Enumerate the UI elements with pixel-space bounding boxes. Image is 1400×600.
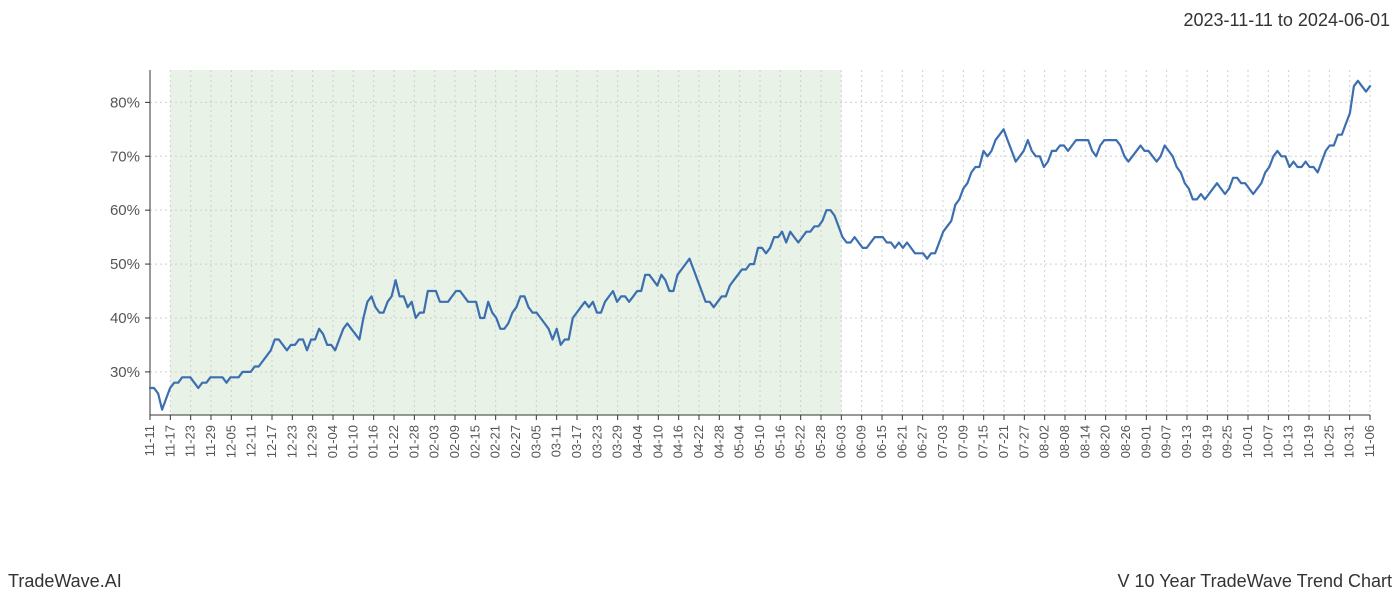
x-tick-label: 12-05 (223, 425, 238, 458)
x-tick-label: 03-29 (610, 425, 625, 458)
x-tick-label: 10-19 (1301, 425, 1316, 458)
x-tick-label: 09-01 (1138, 425, 1153, 458)
x-tick-label: 12-29 (305, 425, 320, 458)
x-tick-label: 08-08 (1057, 425, 1072, 458)
x-tick-label: 06-09 (854, 425, 869, 458)
x-tick-label: 09-13 (1179, 425, 1194, 458)
x-tick-label: 06-03 (833, 425, 848, 458)
x-tick-label: 03-05 (528, 425, 543, 458)
y-tick-label: 60% (110, 202, 140, 219)
y-tick-label: 40% (110, 310, 140, 327)
date-range-label: 2023-11-11 to 2024-06-01 (1184, 10, 1391, 31)
highlight-band (170, 70, 841, 415)
x-tick-label: 04-16 (671, 425, 686, 458)
x-tick-label: 04-04 (630, 425, 645, 458)
x-tick-label: 05-28 (813, 425, 828, 458)
x-tick-label: 09-25 (1220, 425, 1235, 458)
x-tick-label: 03-17 (569, 425, 584, 458)
x-tick-label: 11-23 (183, 425, 198, 457)
x-tick-label: 09-19 (1199, 425, 1214, 458)
x-tick-label: 02-21 (488, 425, 503, 458)
x-tick-label: 12-23 (284, 425, 299, 458)
x-tick-label: 06-27 (915, 425, 930, 458)
x-tick-label: 01-04 (325, 425, 340, 458)
x-tick-label: 11-11 (142, 425, 157, 456)
x-tick-label: 07-03 (935, 425, 950, 458)
x-tick-label: 08-02 (1037, 425, 1052, 458)
x-tick-label: 12-11 (244, 425, 259, 457)
x-tick-label: 02-09 (447, 425, 462, 458)
y-tick-label: 30% (110, 364, 140, 381)
x-tick-label: 05-16 (772, 425, 787, 458)
x-tick-label: 03-23 (589, 425, 604, 458)
x-tick-label: 05-10 (752, 425, 767, 458)
x-tick-label: 10-07 (1260, 425, 1275, 458)
y-tick-label: 50% (110, 256, 140, 273)
x-tick-label: 07-27 (1016, 425, 1031, 458)
y-tick-label: 80% (110, 94, 140, 111)
x-tick-label: 06-21 (894, 425, 909, 458)
x-tick-label: 07-21 (996, 425, 1011, 458)
x-tick-label: 04-22 (691, 425, 706, 458)
x-tick-label: 09-07 (1159, 425, 1174, 458)
x-tick-label: 03-11 (549, 425, 564, 457)
x-tick-label: 11-29 (203, 425, 218, 457)
x-tick-label: 04-10 (650, 425, 665, 458)
x-tick-label: 01-16 (366, 425, 381, 458)
x-tick-label: 12-17 (264, 425, 279, 458)
x-tick-label: 01-22 (386, 425, 401, 458)
x-tick-label: 08-20 (1098, 425, 1113, 458)
x-tick-label: 08-26 (1118, 425, 1133, 458)
x-tick-label: 08-14 (1077, 425, 1092, 458)
trend-chart: 30% 40% 50% 60% 70% 80% 11-11 11-17 11-23 11-29 12… (90, 60, 1380, 490)
x-tick-label: 10-13 (1281, 425, 1296, 458)
x-tick-label: 04-28 (711, 425, 726, 458)
x-tick-label: 02-27 (508, 425, 523, 458)
x-tick-label: 11-17 (162, 425, 177, 457)
x-tick-label: 01-10 (345, 425, 360, 458)
x-tick-label: 05-22 (793, 425, 808, 458)
x-tick-label: 02-15 (467, 425, 482, 458)
x-tick-label: 02-03 (427, 425, 442, 458)
footer-chart-title: V 10 Year TradeWave Trend Chart (1118, 571, 1393, 592)
x-tick-label: 01-28 (406, 425, 421, 458)
footer-brand: TradeWave.AI (8, 571, 122, 592)
y-tick-label: 70% (110, 148, 140, 165)
x-tick-label: 10-31 (1342, 425, 1357, 458)
x-tick-label: 11-06 (1362, 425, 1377, 457)
x-tick-label: 05-04 (732, 425, 747, 458)
x-tick-label: 07-09 (955, 425, 970, 458)
x-tick-label: 06-15 (874, 425, 889, 458)
x-tick-label: 07-15 (976, 425, 991, 458)
x-tick-label: 10-25 (1321, 425, 1336, 458)
x-tick-label: 10-01 (1240, 425, 1255, 458)
